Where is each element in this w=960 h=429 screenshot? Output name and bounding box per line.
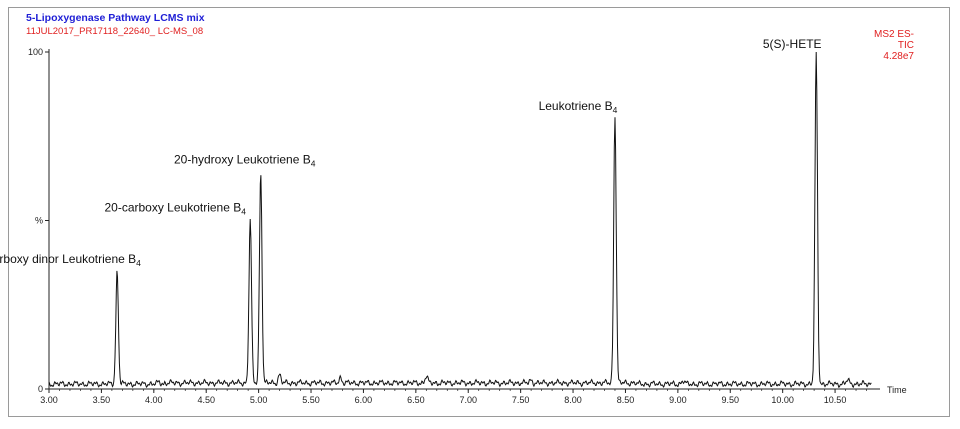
x-tick-label: 6.00: [355, 395, 373, 405]
peak-label: 5(S)-HETE: [763, 37, 822, 51]
x-tick-label: 5.50: [302, 395, 320, 405]
plot-frame-border: [8, 7, 950, 417]
x-tick-label: 6.50: [407, 395, 425, 405]
x-tick-label: 8.00: [564, 395, 582, 405]
x-tick-label: 7.50: [512, 395, 530, 405]
y-tick-label: 100: [28, 47, 43, 57]
peak-label: 20-carboxy Leukotriene B4: [104, 201, 246, 217]
scan-intensity: 4.28e7: [883, 51, 914, 62]
chart-subtitle: 11JUL2017_PR17118_22640_ LC-MS_08: [26, 26, 204, 37]
scan-info: MS2 ES- TIC 4.28e7: [874, 29, 914, 62]
x-axis-label: Time: [887, 385, 907, 395]
x-tick-label: 9.50: [722, 395, 740, 405]
y-tick-label: %: [35, 216, 43, 226]
x-tick-label: 3.50: [93, 395, 111, 405]
x-tick-label: 7.00: [459, 395, 477, 405]
x-tick-label: 3.00: [40, 395, 58, 405]
scan-mode: MS2 ES-: [873, 29, 914, 40]
x-tick-label: 8.50: [617, 395, 635, 405]
x-tick-label: 10.50: [824, 395, 847, 405]
x-tick-label: 5.00: [250, 395, 268, 405]
peak-label: Leukotriene B4: [539, 99, 618, 115]
tic-trace-line: [48, 51, 872, 389]
x-tick-label: 10.00: [771, 395, 794, 405]
y-tick-label: 0: [38, 384, 43, 394]
x-tick-label: 4.50: [197, 395, 215, 405]
x-tick-label: 9.00: [669, 395, 687, 405]
x-tick-label: 4.00: [145, 395, 163, 405]
peak-label: 18-carboxy dinor Leukotriene B4: [0, 252, 141, 268]
peak-label: 20-hydroxy Leukotriene B4: [174, 152, 316, 168]
chart-title: 5-Lipoxygenase Pathway LCMS mix: [26, 12, 205, 24]
scan-type: TIC: [897, 40, 914, 51]
